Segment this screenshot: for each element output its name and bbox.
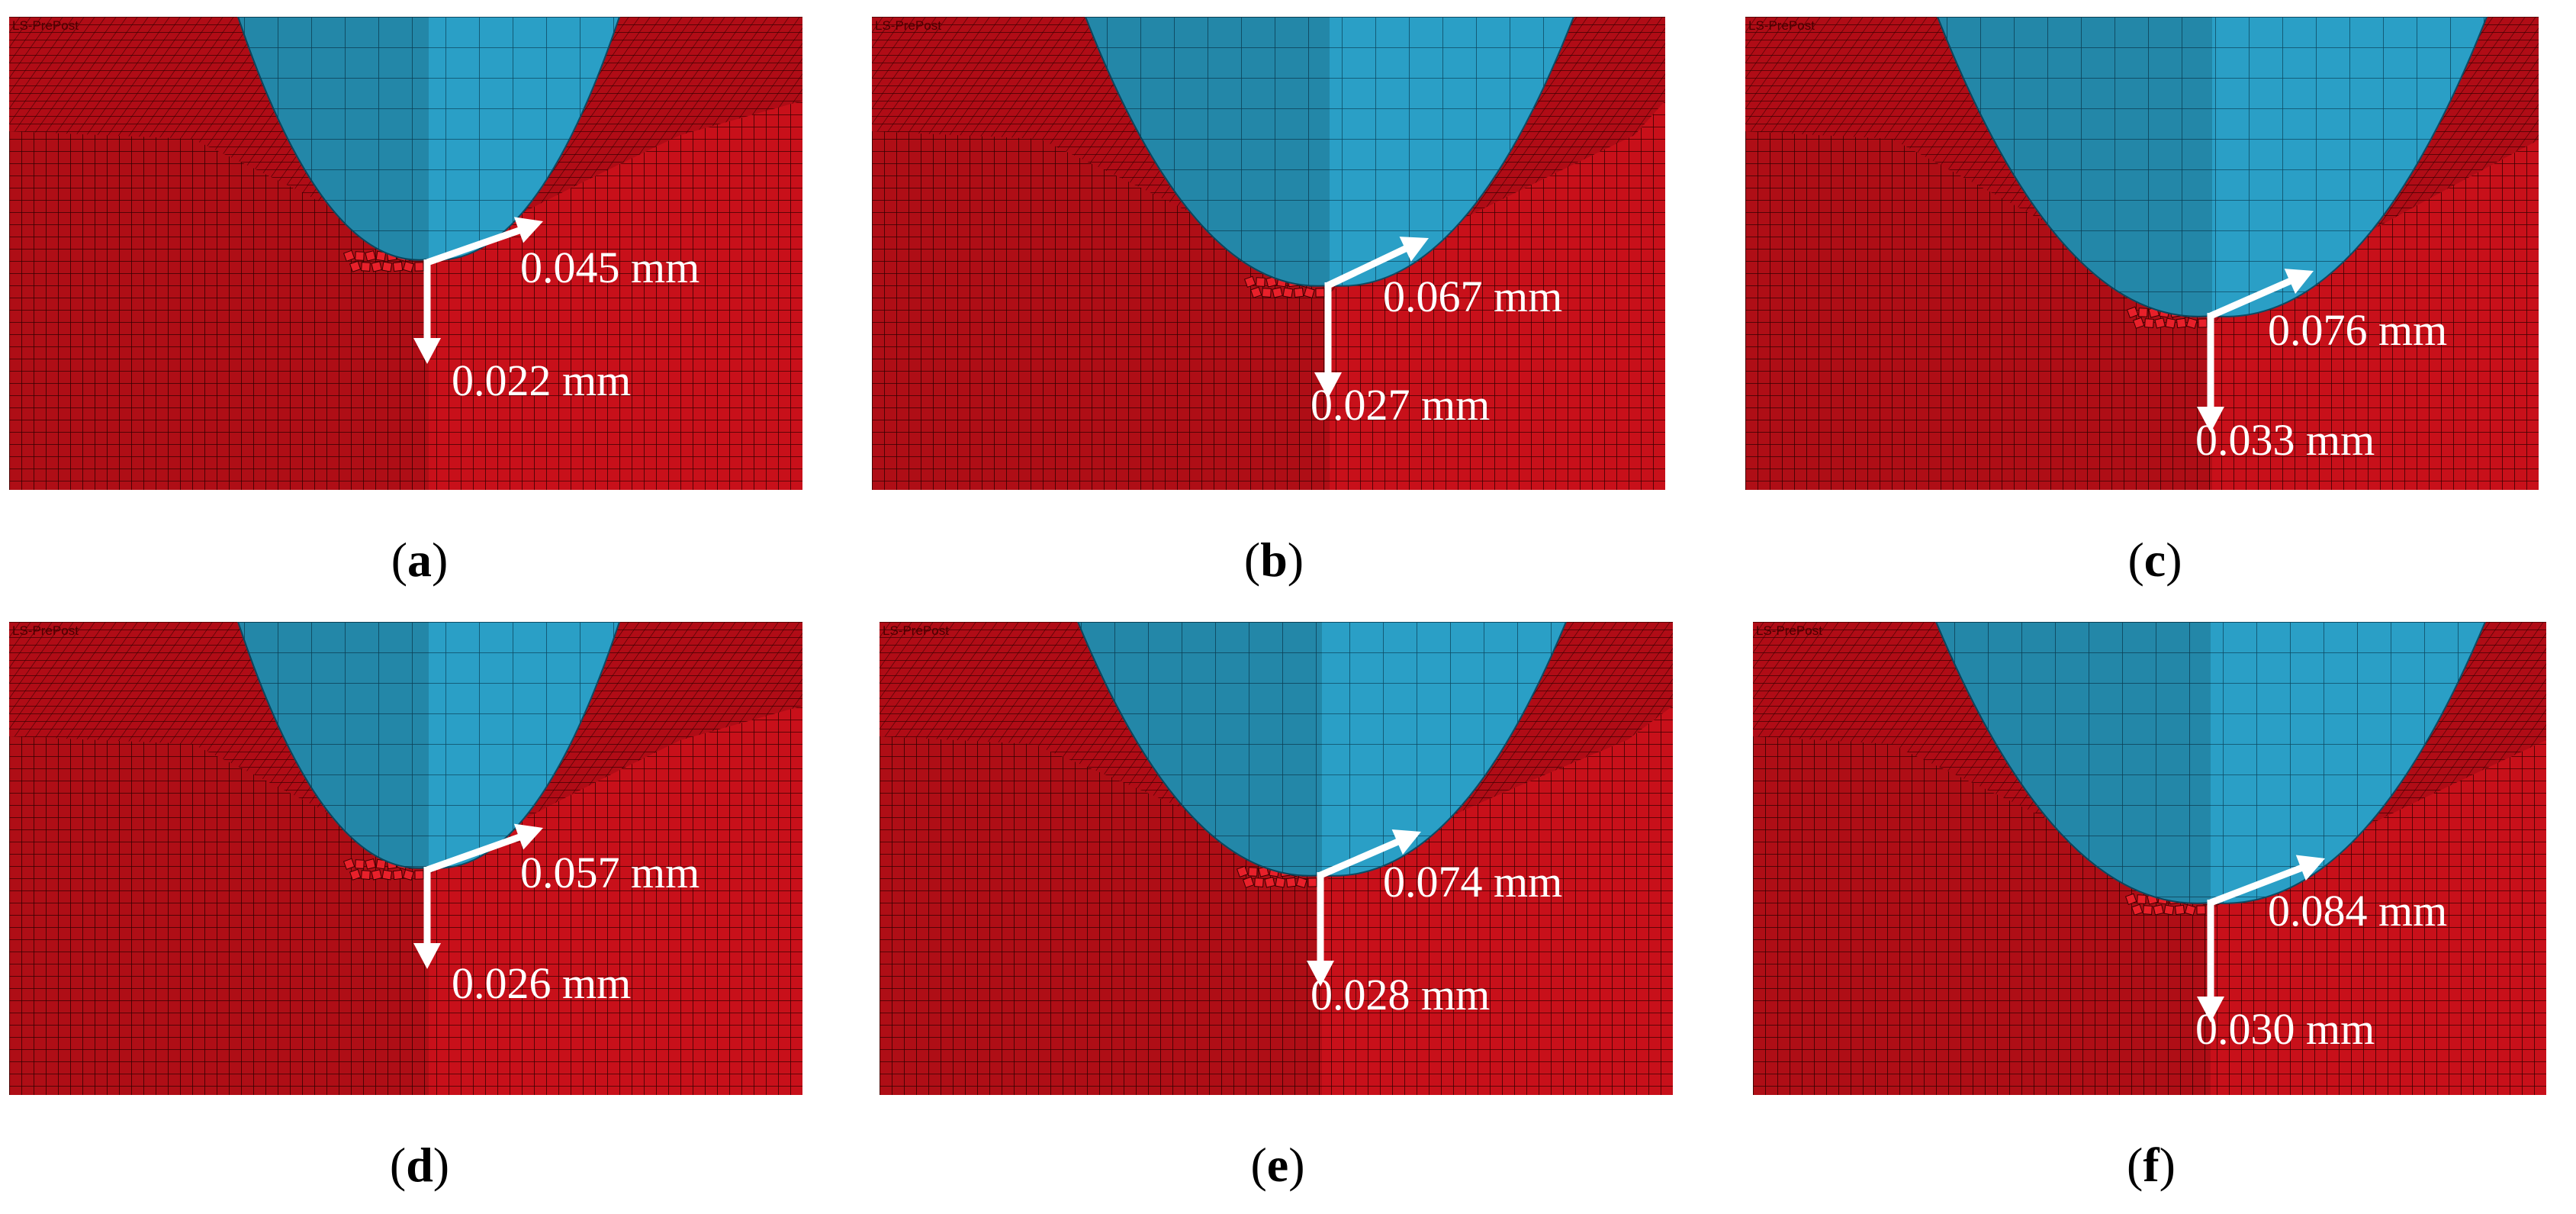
caption-c: (c) bbox=[2127, 533, 2182, 587]
app-label: LS-PrePost bbox=[883, 623, 949, 638]
fe-mesh-render bbox=[9, 17, 802, 490]
panel-c: LS-PrePost 0.076 mm 0.033 mm bbox=[1745, 17, 2539, 490]
vertical-measure-label: 0.027 mm bbox=[1311, 380, 1491, 430]
horizontal-measure-label: 0.057 mm bbox=[520, 848, 700, 897]
horizontal-measure-label: 0.045 mm bbox=[520, 243, 700, 292]
vertical-measure-label: 0.022 mm bbox=[452, 356, 632, 405]
fe-mesh-render bbox=[872, 17, 1665, 490]
horizontal-measure-label: 0.076 mm bbox=[2268, 305, 2448, 355]
caption-a: (a) bbox=[391, 533, 449, 587]
caption-e: (e) bbox=[1250, 1138, 1305, 1192]
caption-f: (f) bbox=[2127, 1138, 2176, 1192]
horizontal-measure-label: 0.084 mm bbox=[2268, 886, 2448, 935]
app-label: LS-PrePost bbox=[1756, 623, 1822, 638]
horizontal-measure-label: 0.067 mm bbox=[1383, 272, 1563, 321]
caption-d: (d) bbox=[389, 1138, 450, 1192]
vertical-measure-label: 0.030 mm bbox=[2195, 1004, 2375, 1054]
panel-a: LS-PrePost 0.045 mm 0.022 mm bbox=[9, 17, 802, 490]
vertical-measure-label: 0.028 mm bbox=[1311, 970, 1491, 1019]
fe-mesh-render bbox=[1753, 622, 2546, 1095]
fe-mesh-render bbox=[9, 622, 802, 1095]
vertical-measure-label: 0.026 mm bbox=[452, 958, 632, 1008]
panel-b: LS-PrePost 0.067 mm 0.027 mm bbox=[872, 17, 1665, 490]
panel-f: LS-PrePost 0.084 mm 0.030 mm bbox=[1753, 622, 2546, 1095]
horizontal-measure-label: 0.074 mm bbox=[1383, 857, 1563, 906]
app-label: LS-PrePost bbox=[1748, 18, 1815, 33]
panel-d: LS-PrePost 0.057 mm 0.026 mm bbox=[9, 622, 802, 1095]
panel-e: LS-PrePost 0.074 mm 0.028 mm bbox=[880, 622, 1673, 1095]
vertical-measure-label: 0.033 mm bbox=[2195, 415, 2375, 465]
app-label: LS-PrePost bbox=[875, 18, 941, 33]
caption-b: (b) bbox=[1243, 533, 1304, 587]
app-label: LS-PrePost bbox=[12, 623, 79, 638]
fe-mesh-render bbox=[1745, 17, 2539, 490]
app-label: LS-PrePost bbox=[12, 18, 79, 33]
fe-mesh-render bbox=[880, 622, 1673, 1095]
